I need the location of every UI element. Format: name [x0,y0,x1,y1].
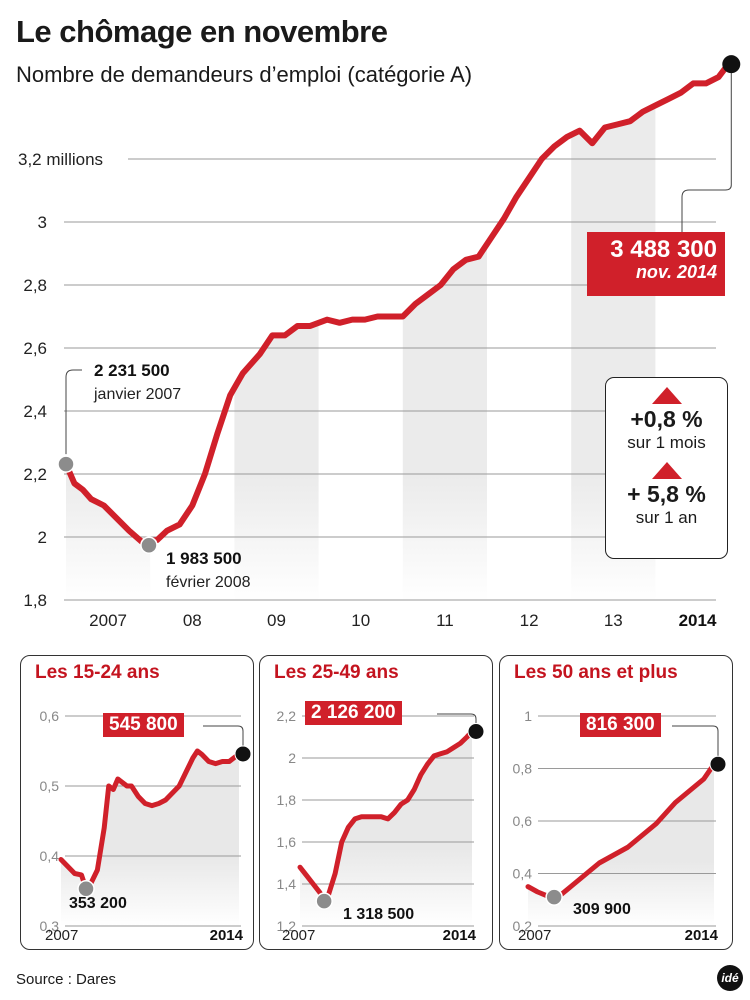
source-note: Source : Dares [16,971,117,988]
min-marker [140,536,158,554]
y-tick-label: 0,8 [513,761,533,777]
x-tick-label: 09 [267,611,286,630]
y-tick-label: 1 [524,708,532,724]
panel-title: Les 25-49 ans [274,662,399,683]
latest-value-box: 2 126 200 [305,701,402,725]
y-tick-label: 1,8 [23,591,47,610]
latest-value-box: 816 300 [580,713,661,737]
end-marker [467,722,485,740]
y-tick-label: 0,2 [513,918,533,934]
x-tick-label: 13 [604,611,623,630]
y-tick-label: 1,8 [277,792,297,808]
y-tick-label: 2,2 [277,708,297,724]
y-tick-label: 1,2 [277,918,297,934]
min-marker [77,880,95,898]
x-tick-label: 10 [351,611,370,630]
panel-chart: 0,2 0,4 0,6 0,8 1 2007 2014 309 900 [513,708,727,944]
y-tick-label: 2,8 [23,276,47,295]
start-marker [57,455,75,473]
end-connector [672,725,719,765]
end-marker [722,55,741,74]
panel-50-plus: Les 50 ans et plus 0,2 0,4 0,6 0,8 1 2007 2014… [499,655,733,950]
month-label: sur 1 mois [627,433,706,452]
end-connector [437,713,477,732]
y-tick-label: 0,5 [40,778,60,794]
y-tick-label: 3 [38,213,47,232]
up-triangle-icon [651,462,682,479]
x-tick-label: 2014 [679,611,717,630]
x-tick-label: 2007 [518,927,551,944]
min-value-label: 1 983 500 [166,549,242,568]
end-marker [709,755,727,773]
x-tick-label: 2007 [89,611,127,630]
min-value-label: 309 900 [573,901,631,918]
min-marker [545,888,563,906]
year-band-2007 [66,100,151,601]
y-tick-label: 1,6 [277,834,297,850]
latest-date: nov. 2014 [635,262,717,282]
end-connector [681,64,732,232]
area-fill [61,751,239,926]
month-change: +0,8 % [630,406,703,432]
x-tick-label: 12 [520,611,539,630]
panel-title: Les 15-24 ans [35,662,160,683]
start-connector [65,369,82,455]
panel-chart: 1,2 1,4 1,6 1,8 2 2,2 2007 2014 1 318 500 [277,708,485,944]
page-subtitle: Nombre de demandeurs d’emploi (catégorie… [16,62,473,87]
up-triangle-icon [651,387,682,404]
y-tick-label: 2,6 [23,339,47,358]
year-change: + 5,8 % [627,481,706,507]
panel-chart: 0,3 0,4 0,5 0,6 2007 2014 353 200 [40,708,252,944]
year-band-2011 [402,100,487,601]
y-tick-label: 2 [288,750,296,766]
x-tick-label: 2014 [443,927,477,944]
y-tick-label: 0,4 [40,848,60,864]
y-tick-label: 0,4 [513,866,533,882]
y-tick-label: 3,2 millions [18,150,103,169]
end-connector [203,725,244,754]
x-tick-label: 2014 [685,927,719,944]
stats-box: +0,8 % sur 1 mois + 5,8 % sur 1 an [605,377,728,559]
panel-title: Les 50 ans et plus [514,662,678,683]
latest-value-box: 545 800 [103,713,184,737]
min-date-label: février 2008 [166,574,251,591]
y-tick-label: 0,3 [40,918,60,934]
panel-15-24: Les 15-24 ans 0,3 0,4 0,5 0,6 2007 2014 353 20… [20,655,254,950]
y-tick-label: 0,6 [40,708,60,724]
y-tick-label: 2,4 [23,402,47,421]
y-tick-label: 1,4 [277,876,297,892]
year-band-2009 [234,100,319,601]
min-marker [315,892,333,910]
x-tick-label: 08 [183,611,202,630]
x-tick-label: 2007 [45,927,78,944]
y-tick-label: 0,6 [513,813,533,829]
y-tick-label: 2,2 [23,465,47,484]
x-tick-label: 2014 [210,927,244,944]
series-line [63,65,729,545]
min-value-label: 353 200 [69,895,127,912]
page-title: Le chômage en novembre [16,14,388,49]
latest-value-box: 3 488 300 nov. 2014 [587,232,725,296]
min-value-label: 1 318 500 [343,906,414,923]
ide-logo: idé [717,965,743,991]
x-tick-label: 11 [436,611,454,630]
start-date-label: janvier 2007 [93,386,181,403]
area-fill [300,731,472,926]
latest-value: 3 488 300 [610,236,717,263]
end-marker [234,745,252,763]
x-tick-label: 2007 [282,927,315,944]
year-label: sur 1 an [635,508,698,527]
start-value-label: 2 231 500 [94,361,170,380]
panel-25-49: Les 25-49 ans 1,2 1,4 1,6 1,8 2 2,2 2007 2014 1 … [259,655,493,950]
y-tick-label: 2 [38,528,47,547]
